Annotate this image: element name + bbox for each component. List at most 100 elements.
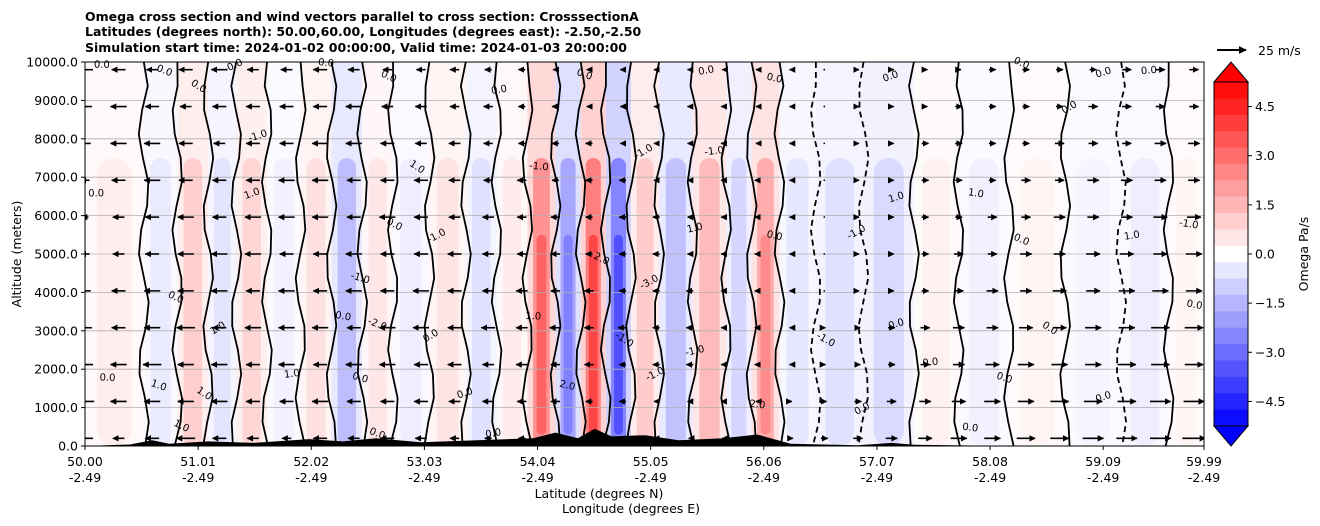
colorbar-segment: [1214, 114, 1248, 132]
x-tick-label-lon: -2.49: [634, 470, 666, 485]
x-tick-label-lon: -2.49: [408, 470, 440, 485]
colorbar-tick-label: 1.5: [1255, 197, 1275, 212]
colorbar-segment: [1214, 294, 1248, 312]
contour-label: -1.0: [1178, 218, 1199, 232]
contour-label: 0.0: [94, 60, 110, 71]
contour-label: 1.0: [283, 368, 300, 381]
contour-label: 1.0: [967, 187, 984, 200]
x-axis-label-latitude: Latitude (degrees N): [535, 486, 664, 501]
x-tick-label-lat: 52.02: [293, 454, 329, 469]
omega-core: [1130, 158, 1160, 446]
contour-line: [1003, 62, 1015, 446]
omega-core: [183, 158, 203, 446]
wind-vector: [823, 105, 826, 108]
x-tick-label-lon: -2.49: [521, 470, 553, 485]
y-tick-label: 3000.0: [34, 323, 78, 338]
omega-core: [472, 158, 491, 446]
colorbar-segment: [1214, 311, 1248, 329]
x-axis-label-longitude: Longitude (degrees E): [562, 501, 700, 516]
omega-core: [665, 158, 686, 446]
omega-core: [1076, 158, 1110, 446]
contour-label: 1.0: [149, 378, 168, 394]
omega-peak: [760, 234, 771, 435]
contour-line: [137, 62, 150, 446]
omega-core: [502, 158, 522, 446]
contour-line: [599, 62, 612, 446]
contour-label: 0.0: [1094, 65, 1113, 80]
contour-label: 1.0: [887, 190, 905, 205]
wind-vector: [823, 179, 826, 182]
contour-label: 0.0: [1186, 298, 1204, 312]
contour-line: [521, 62, 534, 446]
contour-line: [908, 62, 920, 446]
omega-core: [150, 158, 171, 446]
contour-label: 0.0: [962, 422, 979, 435]
colorbar-tick-label: 0.0: [1255, 247, 1275, 262]
colorbar-tick-label: −3.0: [1255, 345, 1285, 360]
omega-peak: [614, 234, 623, 435]
x-tick-label-lon: -2.49: [748, 470, 780, 485]
contour-label: 0.0: [1141, 65, 1158, 77]
x-tick-label-lon: -2.49: [182, 470, 214, 485]
y-tick-label: 8000.0: [34, 131, 78, 146]
y-tick-label: 6000.0: [34, 208, 78, 223]
wind-vector: [823, 253, 826, 255]
terrain-profile: [85, 428, 1204, 446]
x-tick-label-lat: 56.06: [746, 454, 782, 469]
wind-vector: [823, 289, 826, 292]
x-tick-label-lat: 59.99: [1186, 454, 1222, 469]
plot-area: 0.0 0.0 0.0 0.0 0.0 0.0 0.0 0.0 0.0 0.0 0.0 0.0 0.0 0…: [84, 55, 1205, 447]
colorbar-segment: [1214, 393, 1248, 411]
contour-label: 2.0: [558, 379, 576, 394]
x-tick-label-lat: 54.04: [520, 454, 556, 469]
x-tick-label-lon: -2.49: [69, 470, 101, 485]
contour-label: -1.0: [349, 271, 371, 287]
colorbar-segment: [1214, 82, 1248, 99]
x-tick-label-lon: -2.49: [1188, 470, 1220, 485]
omega-contour-lines: [137, 62, 1175, 446]
y-tick-label: 2000.0: [34, 362, 78, 377]
wind-vector: [823, 68, 826, 71]
colorbar-label: Omega Pa/s: [1296, 217, 1311, 292]
contour-label: 1.0: [243, 186, 262, 202]
colorbar-segment: [1214, 360, 1248, 378]
omega-core: [96, 158, 133, 446]
omega-core: [242, 158, 261, 446]
x-tick-label-lon: -2.49: [1087, 470, 1119, 485]
omega-core: [968, 158, 1000, 446]
colorbar-segment: [1214, 131, 1248, 149]
contour-label: 1.0: [686, 221, 704, 235]
chart-title-line-1: Omega cross section and wind vectors par…: [85, 9, 639, 24]
y-tick-label: 9000.0: [34, 93, 78, 108]
contour-label: 0.0: [490, 84, 507, 97]
x-tick-label-lat: 57.07: [859, 454, 895, 469]
colorbar-segment: [1214, 98, 1248, 116]
x-tick-label-lat: 55.05: [633, 454, 669, 469]
y-tick-label: 0.0: [58, 439, 78, 454]
x-tick-label-lat: 58.08: [972, 454, 1008, 469]
y-axis-label: Altitude (meters): [9, 201, 24, 308]
colorbar-tick-label: −4.5: [1255, 394, 1285, 409]
omega-peak: [588, 234, 598, 435]
colorbar: 4.5 3.0 1.5 0.0 −1.5 −3.0 −4.5: [1212, 61, 1285, 447]
colorbar-extend-max: [1212, 61, 1250, 83]
omega-core: [368, 158, 387, 446]
wind-vector: [823, 142, 826, 145]
contour-line: [490, 62, 503, 446]
contour-line: [171, 62, 183, 446]
contour-label: 1.0: [525, 311, 541, 323]
contour-label: 0.0: [351, 371, 369, 386]
contour-line: [261, 62, 273, 446]
colorbar-segment: [1214, 278, 1248, 296]
colorbar-segment: [1214, 327, 1248, 345]
y-tick-label: 7000.0: [34, 170, 78, 185]
omega-core: [1175, 158, 1197, 446]
contour-label: 0.0: [334, 310, 352, 324]
contour-line: [625, 62, 637, 446]
contour-line: [857, 62, 870, 446]
omega-core: [699, 158, 720, 446]
wind-vectors: [85, 66, 1204, 442]
x-tick-label-lon: -2.49: [295, 470, 327, 485]
colorbar-segment: [1214, 376, 1248, 394]
contour-label: 0.0: [88, 188, 104, 199]
